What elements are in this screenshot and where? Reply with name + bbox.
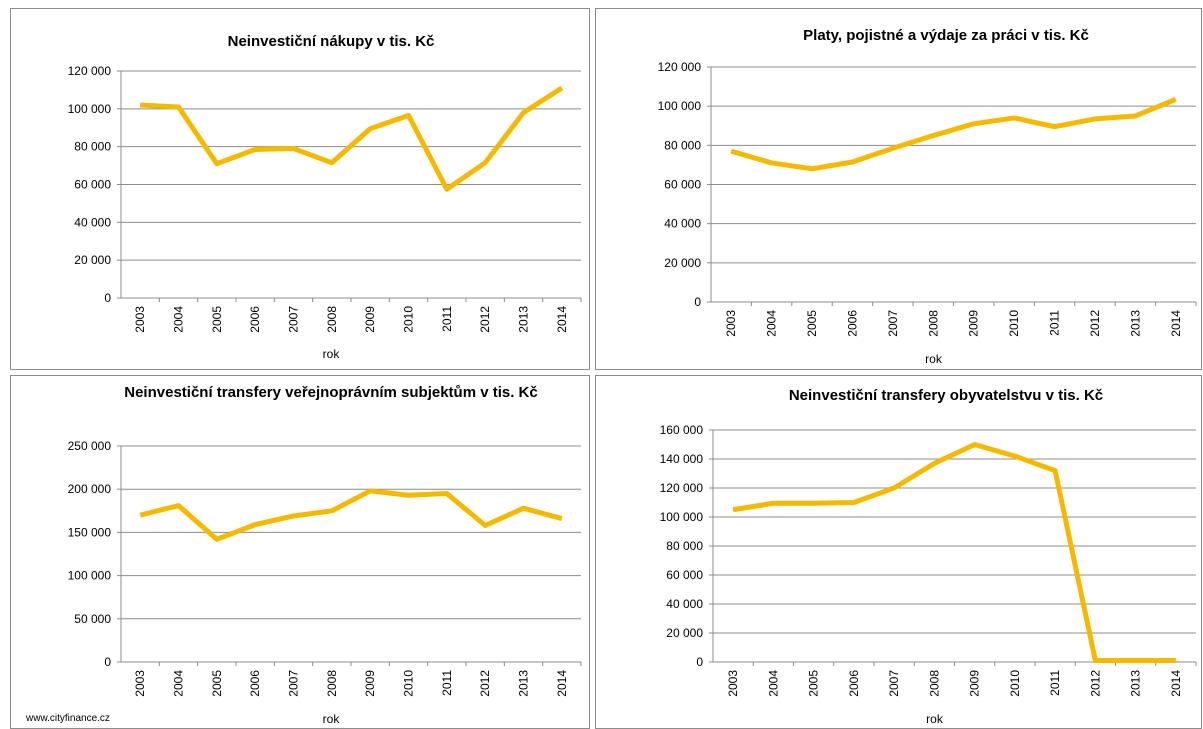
data-line <box>732 442 1176 664</box>
y-tick-label: 60 000 <box>666 568 703 582</box>
y-tick-label: 120 000 <box>658 60 702 74</box>
y-tick-label: 80 000 <box>74 140 111 154</box>
chart-panel: Platy, pojistné a výdaje za práci v tis.… <box>595 8 1202 370</box>
x-tick-label: 2010 <box>1007 310 1021 337</box>
x-tick-label: 2008 <box>926 310 940 337</box>
data-line <box>140 85 564 192</box>
x-tick-label: 2003 <box>133 670 147 697</box>
x-tick-label: 2012 <box>1088 310 1102 337</box>
x-tick-label: 2005 <box>210 306 224 333</box>
y-tick-label: 0 <box>694 295 701 309</box>
y-tick-label: 80 000 <box>666 539 703 553</box>
x-tick-label: 2010 <box>402 306 416 333</box>
x-tick-label: 2008 <box>325 670 339 697</box>
chart: 0 20 000 40 000 60 000 80 000 100 000 120 000 2… <box>658 60 1197 366</box>
x-tick-label: 2013 <box>1128 310 1142 337</box>
x-axis-label: rok <box>323 347 341 361</box>
y-tick-label: 40 000 <box>664 217 701 231</box>
y-tick-label: 250 000 <box>68 439 112 453</box>
x-tick-label: 2006 <box>847 670 861 697</box>
x-tick-label: 2014 <box>1169 670 1183 697</box>
x-tick-label: 2012 <box>1088 670 1102 697</box>
y-tick-label: 0 <box>104 655 111 669</box>
x-tick-label: 2004 <box>172 306 186 333</box>
x-tick-label: 2004 <box>766 670 780 697</box>
x-tick-label: 2005 <box>807 670 821 697</box>
x-tick-label: 2007 <box>887 670 901 697</box>
y-tick-label: 150 000 <box>68 525 112 539</box>
x-tick-label: 2009 <box>363 670 377 697</box>
y-tick-label: 200 000 <box>68 482 112 496</box>
chart: 0 20 000 40 000 60 000 80 000 100 000 120 000 1… <box>660 423 1197 726</box>
x-tick-label: 2009 <box>363 306 377 333</box>
x-tick-label: 2012 <box>478 306 492 333</box>
x-tick-label: 2009 <box>967 310 981 337</box>
x-tick-label: 2006 <box>845 310 859 337</box>
x-tick-label: 2003 <box>726 670 740 697</box>
y-tick-label: 120 000 <box>660 481 704 495</box>
chart-title: Platy, pojistné a výdaje za práci v tis.… <box>803 27 1089 44</box>
x-tick-label: 2014 <box>1169 310 1183 337</box>
x-tick-label: 2011 <box>1048 310 1062 336</box>
x-tick-label: 2003 <box>724 310 738 337</box>
x-tick-label: 2010 <box>402 670 416 697</box>
data-line <box>139 488 563 542</box>
y-tick-label: 50 000 <box>74 612 111 626</box>
y-tick-label: 100 000 <box>660 510 704 524</box>
y-tick-label: 100 000 <box>68 102 112 116</box>
chart: 0 50 000 100 000 150 000 200 000 250 000 2003 2… <box>68 439 582 726</box>
x-tick-label: 2007 <box>287 670 301 697</box>
x-tick-label: 2011 <box>440 670 454 696</box>
x-tick-label: 2014 <box>555 306 569 333</box>
y-tick-label: 0 <box>104 291 111 305</box>
x-tick-label: 2005 <box>805 310 819 337</box>
chart-panel: Neinvestiční transfery veřejnoprávním su… <box>10 375 590 729</box>
y-tick-label: 100 000 <box>658 99 702 113</box>
x-tick-label: 2013 <box>517 306 531 333</box>
x-tick-label: 2013 <box>517 670 531 697</box>
x-tick-label: 2004 <box>765 310 779 337</box>
y-tick-label: 20 000 <box>74 253 111 267</box>
data-line <box>730 97 1177 172</box>
y-tick-label: 120 000 <box>68 64 112 78</box>
x-tick-label: 2010 <box>1008 670 1022 697</box>
y-tick-label: 160 000 <box>660 423 704 437</box>
source-note: www.cityfinance.cz <box>26 713 110 724</box>
chart-panel: Neinvestiční nákupy v tis. Kč 0 20 000 40 0… <box>10 8 590 370</box>
y-tick-label: 0 <box>696 655 703 669</box>
y-tick-label: 20 000 <box>666 626 703 640</box>
x-axis-label: rok <box>925 352 943 366</box>
x-axis-label: rok <box>926 712 944 726</box>
x-tick-label: 2006 <box>248 306 262 333</box>
y-tick-label: 80 000 <box>664 138 701 152</box>
x-tick-label: 2006 <box>248 670 262 697</box>
x-tick-label: 2012 <box>478 670 492 697</box>
y-tick-label: 40 000 <box>74 215 111 229</box>
chart-title: Neinvestiční transfery veřejnoprávním su… <box>124 384 538 401</box>
x-tick-label: 2009 <box>968 670 982 697</box>
y-tick-label: 100 000 <box>68 569 112 583</box>
x-axis-label: rok <box>323 712 341 726</box>
y-tick-label: 140 000 <box>660 452 704 466</box>
y-tick-label: 60 000 <box>664 178 701 192</box>
chart-title: Neinvestiční nákupy v tis. Kč <box>227 33 435 50</box>
x-tick-label: 2011 <box>1048 670 1062 696</box>
chart-title: Neinvestiční transfery obyvatelstvu v ti… <box>788 387 1104 404</box>
x-tick-label: 2005 <box>210 670 224 697</box>
x-tick-label: 2003 <box>133 306 147 333</box>
x-tick-label: 2008 <box>927 670 941 697</box>
chart: 0 20 000 40 000 60 000 80 000 100 000 120 000 2… <box>68 64 582 361</box>
y-tick-label: 40 000 <box>666 597 703 611</box>
y-tick-label: 60 000 <box>74 178 111 192</box>
x-tick-label: 2008 <box>325 306 339 333</box>
x-tick-label: 2014 <box>555 670 569 697</box>
chart-panel: Neinvestiční transfery obyvatelstvu v ti… <box>595 375 1202 729</box>
x-tick-label: 2007 <box>287 306 301 333</box>
x-tick-label: 2007 <box>886 310 900 337</box>
x-tick-label: 2004 <box>172 670 186 697</box>
y-tick-label: 20 000 <box>664 256 701 270</box>
x-tick-label: 2011 <box>440 306 454 332</box>
x-tick-label: 2013 <box>1129 670 1143 697</box>
